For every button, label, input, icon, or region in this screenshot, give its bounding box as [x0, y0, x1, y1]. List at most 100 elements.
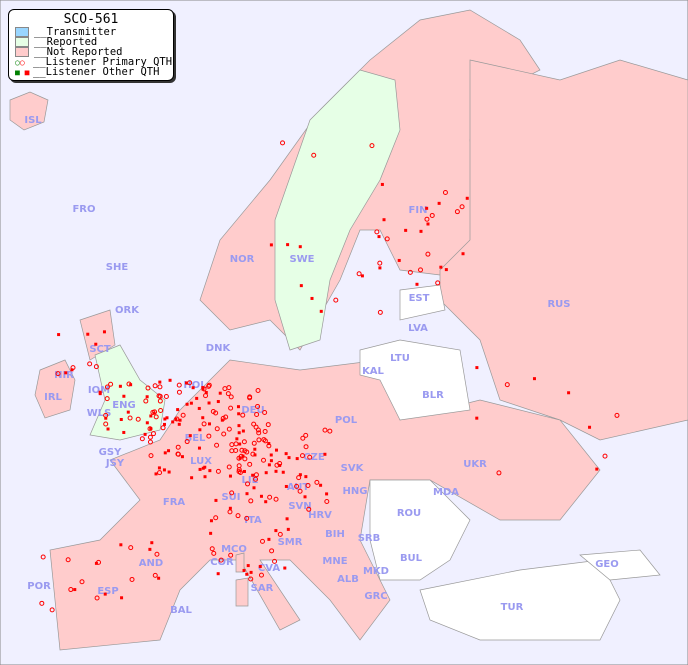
country-uk — [79, 309, 116, 361]
listener-other-marker — [259, 494, 263, 498]
listener-primary-marker — [233, 448, 239, 454]
listener-other-marker — [267, 537, 271, 541]
listener-other-marker — [284, 484, 288, 488]
listener-other-marker — [304, 475, 308, 479]
listener-other-marker — [285, 517, 289, 521]
listener-primary-marker — [157, 384, 163, 390]
listener-other-marker — [278, 463, 282, 467]
listener-primary-marker — [174, 416, 180, 422]
listener-other-marker — [281, 470, 285, 474]
country-england — [89, 344, 166, 441]
listener-primary-marker — [175, 444, 181, 450]
listener-primary-marker — [143, 398, 149, 404]
square-icon: ■ ■ — [15, 67, 30, 77]
listener-other-marker — [269, 459, 273, 463]
listener-other-marker — [201, 416, 205, 420]
listener-other-marker — [286, 527, 290, 531]
country-label-swe: SWE — [289, 254, 314, 265]
listener-primary-marker — [214, 426, 220, 432]
listener-other-marker — [382, 218, 386, 222]
listener-other-marker — [198, 428, 202, 432]
listener-other-marker — [158, 380, 162, 384]
country-label-rou: ROU — [397, 508, 421, 519]
listener-other-marker — [162, 422, 166, 426]
legend-label: __Transmitter — [34, 26, 117, 38]
listener-other-marker — [532, 377, 536, 381]
listener-primary-marker — [163, 393, 169, 399]
listener-primary-marker — [258, 572, 264, 578]
country-label-dnk: DNK — [206, 343, 232, 354]
listener-other-marker — [163, 417, 167, 421]
listener-other-marker — [588, 425, 592, 429]
country-label-nir: NIR — [54, 370, 74, 381]
country-label-mne: MNE — [322, 556, 347, 567]
listener-other-marker — [286, 243, 290, 247]
listener-other-marker — [253, 453, 257, 457]
listener-other-marker — [104, 416, 108, 420]
listener-other-marker — [237, 424, 241, 428]
listener-other-marker — [274, 448, 278, 452]
listener-other-marker — [163, 451, 167, 455]
listener-other-marker — [122, 394, 126, 398]
listener-other-marker — [207, 401, 211, 405]
listener-primary-marker — [201, 421, 207, 427]
listener-other-marker — [154, 472, 158, 476]
listener-primary-marker — [300, 435, 306, 441]
listener-primary-marker — [135, 416, 141, 422]
listener-other-marker — [295, 457, 299, 461]
listener-primary-marker — [222, 386, 228, 392]
country-label-mco: MCO — [221, 544, 247, 555]
country-label-irl: IRL — [44, 392, 62, 403]
listener-other-marker — [143, 432, 147, 436]
listener-primary-marker — [210, 408, 216, 414]
listener-primary-marker — [229, 490, 235, 496]
listener-other-marker — [237, 412, 241, 416]
listener-other-marker — [185, 402, 189, 406]
listener-primary-marker — [148, 453, 154, 459]
listener-primary-marker — [614, 412, 620, 418]
listener-primary-marker — [602, 453, 608, 459]
listener-other-marker — [267, 463, 271, 467]
listener-other-marker — [73, 588, 77, 592]
listener-other-marker — [189, 401, 193, 405]
listener-primary-marker — [150, 431, 156, 437]
listener-primary-marker — [248, 498, 254, 504]
listener-other-marker — [120, 596, 124, 600]
listener-other-marker — [178, 418, 182, 422]
listener-other-marker — [184, 381, 188, 385]
listener-other-marker — [415, 282, 419, 286]
listener-other-marker — [203, 475, 207, 479]
listener-primary-marker — [245, 481, 251, 487]
listener-other-marker — [437, 201, 441, 205]
listener-other-marker — [228, 474, 232, 478]
listener-primary-marker — [369, 143, 375, 149]
listener-other-marker — [149, 426, 153, 430]
listener-other-marker — [425, 206, 429, 210]
country-label-lva: LVA — [408, 323, 428, 334]
listener-primary-marker — [147, 434, 153, 440]
listener-primary-marker — [175, 451, 181, 457]
country-label-fro: FRO — [72, 204, 95, 215]
listener-other-marker — [207, 422, 211, 426]
listener-primary-marker — [418, 267, 424, 273]
listener-other-marker — [241, 429, 245, 433]
listener-primary-marker — [226, 464, 232, 470]
listener-primary-marker — [262, 428, 268, 434]
listener-primary-marker — [156, 393, 162, 399]
listener-other-marker — [216, 572, 220, 576]
listener-primary-marker — [68, 587, 74, 593]
country-label-bal: BAL — [170, 605, 192, 616]
listener-other-marker — [258, 564, 262, 568]
listener-other-marker — [252, 486, 256, 490]
country-ireland — [34, 359, 76, 419]
country-corsica — [235, 552, 245, 573]
listener-primary-marker — [322, 427, 328, 433]
listener-other-marker — [145, 395, 149, 399]
country-baltics — [399, 284, 446, 321]
listener-primary-marker — [424, 216, 430, 222]
country-label-ork: ORK — [115, 305, 140, 316]
listener-primary-marker — [248, 576, 254, 582]
listener-other-marker — [126, 410, 130, 414]
listener-primary-marker — [180, 412, 186, 418]
